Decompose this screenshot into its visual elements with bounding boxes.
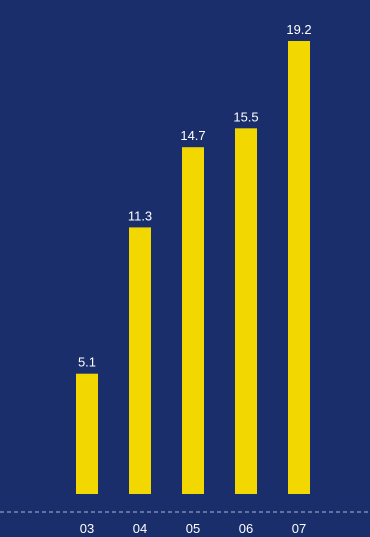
bar-value-label: 5.1 [78, 355, 96, 370]
bar-07 [288, 41, 310, 494]
bar-value-label: 19.2 [286, 22, 311, 37]
bar-03 [76, 373, 98, 494]
bar-value-label: 15.5 [233, 109, 258, 124]
x-tick-label: 04 [133, 521, 147, 536]
x-tick-label: 03 [80, 521, 94, 536]
bar-06 [235, 128, 257, 495]
bar-value-label: 11.3 [128, 208, 152, 223]
x-tick-label: 06 [239, 521, 253, 536]
bar-04 [129, 227, 151, 494]
bar-05 [182, 147, 204, 494]
x-tick-label: 05 [186, 521, 200, 536]
bar-value-label: 14.7 [180, 128, 205, 143]
x-tick-label: 07 [292, 521, 306, 536]
